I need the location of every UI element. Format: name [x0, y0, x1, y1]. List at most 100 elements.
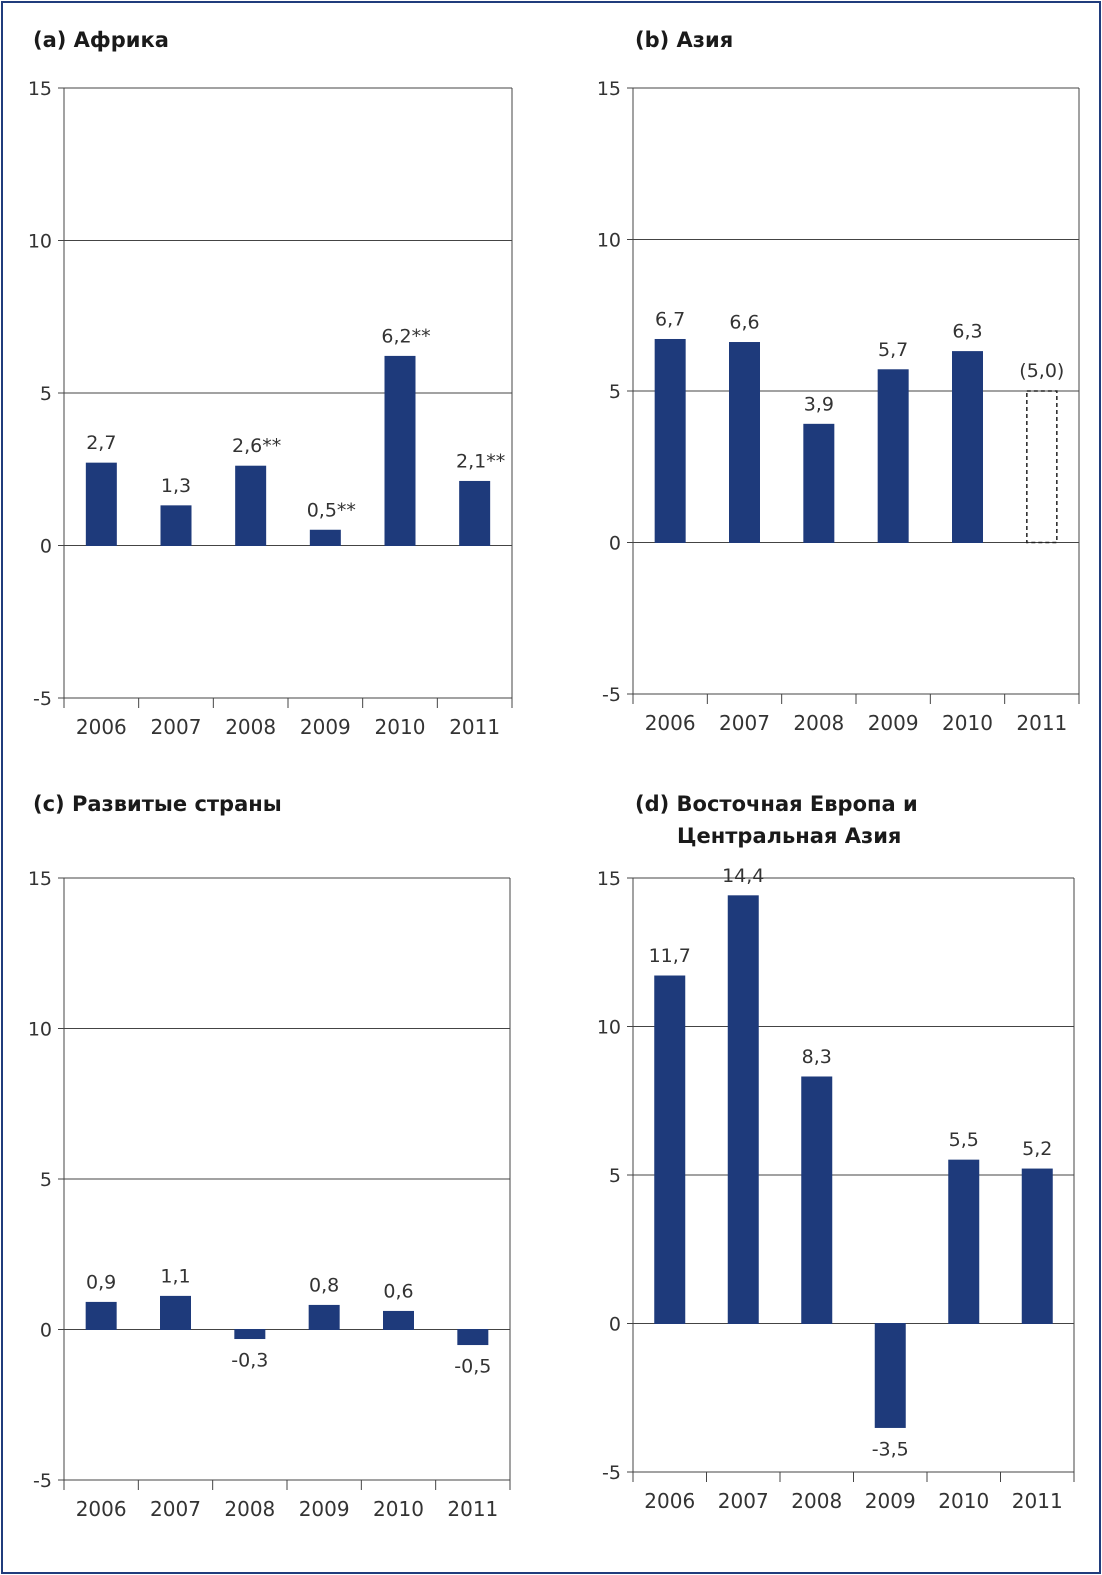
data-label: 1,1 [160, 1265, 190, 1287]
data-label: 0,9 [86, 1271, 116, 1293]
x-tick-label: 2010 [373, 1497, 424, 1521]
y-tick-label: 0 [609, 533, 621, 555]
y-tick-label: 5 [609, 1165, 621, 1187]
bar [729, 342, 760, 543]
bar [85, 462, 117, 546]
x-tick-label: 2009 [299, 1497, 350, 1521]
x-tick-label: 2011 [449, 715, 500, 739]
data-label: 6,2** [381, 325, 430, 347]
bar [160, 505, 192, 547]
x-tick-label: 2008 [225, 715, 276, 739]
y-tick-label: 15 [28, 78, 52, 100]
y-tick-label: 15 [597, 78, 621, 100]
x-tick-label: 2011 [1016, 711, 1067, 735]
y-tick-label: 10 [597, 230, 621, 252]
x-tick-label: 2006 [644, 1489, 695, 1513]
x-tick-label: 2006 [76, 715, 127, 739]
x-tick-label: 2008 [791, 1489, 842, 1513]
x-tick-label: 2007 [719, 711, 770, 735]
data-label: 0,8 [309, 1274, 339, 1296]
panel-c-title: (c) Развитые страны [33, 792, 282, 816]
x-tick-label: 2010 [375, 715, 426, 739]
x-tick-label: 2008 [793, 711, 844, 735]
panel-d-title-line2: Центральная Азия [677, 824, 902, 848]
data-label: 2,7 [86, 432, 116, 454]
y-tick-label: -5 [33, 1470, 52, 1492]
panel-b-title: (b) Азия [635, 28, 734, 52]
y-tick-label: 5 [40, 383, 52, 405]
x-tick-label: 2009 [300, 715, 351, 739]
data-label: 5,7 [878, 339, 908, 361]
y-tick-label: 0 [609, 1314, 621, 1336]
data-label: 14,4 [722, 865, 764, 887]
data-label: 11,7 [649, 945, 691, 967]
bar [948, 1159, 980, 1324]
x-tick-label: 2006 [76, 1497, 127, 1521]
data-label: 5,2 [1022, 1138, 1052, 1160]
bar [383, 1310, 414, 1331]
x-tick-label: 2007 [718, 1489, 769, 1513]
bar [384, 355, 416, 546]
x-tick-label: 2006 [645, 711, 696, 735]
bar [877, 369, 909, 544]
x-tick-label: 2007 [150, 1497, 201, 1521]
data-label: 6,6 [729, 312, 759, 334]
data-label: -0,3 [231, 1350, 268, 1372]
x-tick-label: 2007 [151, 715, 202, 739]
y-tick-label: -5 [602, 1462, 621, 1484]
bar [85, 1301, 117, 1331]
data-label: 3,9 [804, 393, 834, 415]
y-tick-label: 5 [40, 1169, 52, 1191]
data-label: -0,5 [454, 1356, 491, 1378]
bar [952, 351, 983, 543]
y-tick-label: 10 [597, 1017, 621, 1039]
y-tick-label: 10 [28, 231, 52, 253]
y-tick-label: 15 [28, 868, 52, 890]
data-label: 6,3 [952, 321, 982, 343]
data-label: 6,7 [655, 308, 685, 330]
bar [235, 465, 267, 547]
bar [457, 1329, 489, 1346]
x-tick-label: 2011 [1012, 1489, 1063, 1513]
x-tick-label: 2009 [865, 1489, 916, 1513]
bar [309, 529, 341, 546]
x-tick-label: 2009 [868, 711, 919, 735]
x-tick-label: 2010 [942, 711, 993, 735]
y-tick-label: 5 [609, 381, 621, 403]
chart-developed-countries: -5 0 5 10 15 2006 2007 2008 2009 2010 2011 0,9 1,1 -0… [28, 868, 511, 1521]
chart-asia: -5 0 5 10 15 2006 2007 2008 2009 2010 2011 6,7 6,6 3,… [597, 78, 1080, 735]
bar [654, 975, 686, 1324]
data-label: 0,6 [383, 1280, 413, 1302]
data-label: 0,5** [307, 499, 356, 521]
y-tick-label: 0 [40, 1320, 52, 1342]
y-tick-label: 15 [597, 868, 621, 890]
y-tick-label: 0 [40, 536, 52, 558]
panel-d-title-line1: (d) Восточная Европа и [635, 792, 918, 816]
chart-africa: -5 0 5 10 15 2006 2007 2008 2009 2010 2011 2,7 1,3 2,… [28, 78, 513, 739]
data-label: 1,3 [161, 475, 191, 497]
data-label: 2,6** [232, 435, 281, 457]
data-label: (5,0) [1019, 360, 1064, 382]
x-tick-label: 2011 [447, 1497, 498, 1521]
bar [727, 895, 759, 1324]
bar [803, 423, 835, 543]
bar [874, 1323, 906, 1428]
chart-eastern-europe-central-asia: -5 0 5 10 15 2006 2007 2008 2009 2010 2011 11,7 14,4… [597, 865, 1075, 1513]
data-label: 2,1** [456, 450, 505, 472]
bar [160, 1295, 191, 1331]
bar-projected [1026, 390, 1058, 544]
bar [459, 480, 491, 547]
bar [801, 1076, 833, 1324]
y-tick-label: -5 [602, 684, 621, 706]
bar [308, 1304, 340, 1331]
bar [654, 338, 686, 543]
bar [234, 1329, 266, 1340]
x-tick-label: 2010 [938, 1489, 989, 1513]
y-tick-label: 10 [28, 1019, 52, 1041]
panel-a-title: (a) Африка [33, 28, 169, 52]
y-tick-label: -5 [33, 688, 52, 710]
data-label: -3,5 [872, 1438, 909, 1460]
data-label: 8,3 [802, 1046, 832, 1068]
bar [1021, 1168, 1053, 1324]
x-tick-label: 2008 [224, 1497, 275, 1521]
